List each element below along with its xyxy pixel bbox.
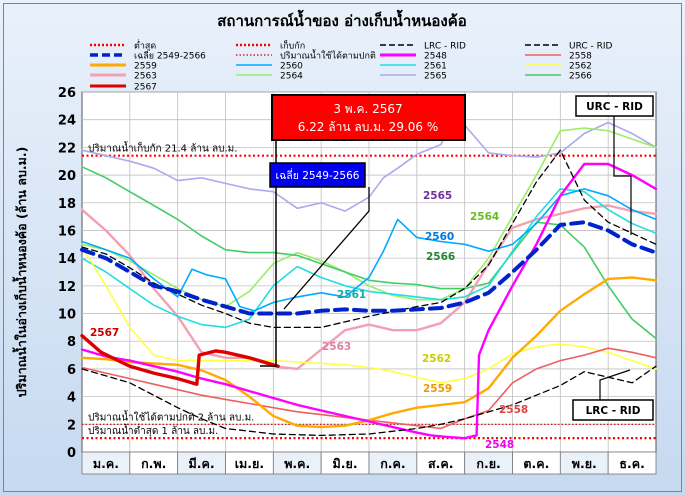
legend-label: ต่ำสุด [134, 39, 156, 52]
reference-lines: ปริมาณน้ำต่ำสุด 1 ล้าน ลบ.ม. ปริมาณน้ำเก็… [82, 141, 656, 440]
y-tick-label: 6 [67, 363, 76, 378]
annotations: 3 พ.ค. 2567 6.22 ล้าน ลบ.ม. 29.06 % เฉลี่ย… [90, 94, 654, 451]
x-tick-label: ก.ย. [476, 456, 500, 471]
series-line-2561 [81, 188, 657, 329]
x-tick-label: ก.พ. [141, 456, 166, 471]
series-line-2559 [80, 276, 658, 429]
series-line-2567 [80, 334, 280, 386]
x-tick-label: เม.ย. [235, 456, 264, 471]
y-tick-label: 14 [58, 252, 76, 267]
legend-label: 2566 [569, 72, 592, 82]
x-tick-label: ต.ค. [523, 456, 549, 471]
series-year-label: 2548 [485, 439, 514, 451]
y-tick-label: 24 [58, 114, 76, 129]
y-tick-label: 26 [58, 86, 76, 101]
series-year-label: 2566 [426, 251, 455, 263]
urc-box-label: URC - RID [586, 101, 643, 113]
legend-label: 2564 [280, 72, 303, 82]
urc-pointer [613, 116, 632, 235]
legend-label: 2559 [134, 62, 157, 72]
x-tick-label: ส.ค. [428, 456, 454, 471]
y-tick-label: 20 [58, 169, 76, 184]
series-line-2565 [81, 116, 657, 212]
legend-label: 2548 [424, 52, 447, 62]
lrc-box [572, 399, 654, 421]
series-line-2560 [81, 188, 657, 312]
series-line-2562 [81, 246, 657, 384]
x-tick-label: พ.ค. [284, 456, 310, 471]
series-line-2564 [81, 127, 657, 308]
lrc-pointer [599, 369, 631, 400]
series-line-เฉลี่ย2549-2566 [80, 220, 658, 316]
x-tick-label: มี.ค. [189, 456, 215, 471]
y-tick-label: 18 [58, 197, 76, 212]
series-year-label: 2564 [470, 211, 499, 223]
average-pointer [283, 187, 370, 310]
series-year-label: 2560 [425, 231, 454, 243]
x-tick-label: มิ.ย. [333, 456, 358, 471]
y-tick-label: 16 [58, 224, 76, 239]
y-tick-label: 10 [58, 308, 76, 323]
series-year-label: 2559 [423, 383, 452, 395]
x-tick-label: ก.ค. [380, 456, 405, 471]
legend-label: 2558 [569, 52, 592, 62]
legend-label: ปริมาณน้ำใช้ได้ตามปกติ [280, 49, 376, 62]
legend-label: เฉลี่ย 2549-2566 [134, 49, 206, 62]
series-year-label: 2563 [322, 341, 351, 353]
legend-label: 2561 [424, 62, 447, 72]
legend-label: URC - RID [569, 42, 613, 52]
legend-label: เก็บกัก [280, 39, 305, 52]
lrc-box-label: LRC - RID [586, 405, 641, 417]
x-tick-label: พ.ย. [572, 456, 597, 471]
reference-line-label: ปริมาณน้ำใช้ได้ตามปกติ 2 ล้าน ลบ.ม. [88, 409, 254, 423]
y-tick-label: 0 [67, 446, 76, 461]
series-year-label: 2561 [337, 289, 366, 301]
legend-label: 2562 [569, 62, 592, 72]
y-axis-label: ปริมาณน้ำในอ่างเก็บน้ำหนองค้อ (ล้าน ลบ.ม… [12, 147, 29, 398]
x-axis-ticks: ม.ค. ก.พ. มี.ค. เม.ย. พ.ค. มิ.ย. ก.ค. ส.ค. ก.ย. ต… [81, 451, 657, 475]
reference-line-label: ปริมาณน้ำเก็บกัก 21.4 ล้าน ลบ.ม. [88, 141, 237, 155]
series-line-LRC-RID [81, 365, 657, 437]
legend-label: LRC - RID [424, 42, 466, 52]
legend-label: 2563 [134, 72, 157, 82]
y-tick-label: 2 [67, 418, 76, 433]
average-box-label: เฉลี่ย 2549-2566 [276, 168, 360, 182]
current-value-label: 6.22 ล้าน ลบ.ม. 29.06 % [298, 120, 439, 134]
series-year-label: 2558 [499, 404, 528, 416]
legend-label: 2560 [280, 62, 303, 72]
y-tick-label: 12 [58, 280, 76, 295]
series-year-label: 2565 [423, 190, 452, 202]
reference-line-label: ปริมาณน้ำต่ำสุด 1 ล้าน ลบ.ม. [88, 423, 218, 437]
legend-label: 2567 [134, 83, 157, 93]
legend-label: 2565 [424, 72, 447, 82]
current-value-box [271, 94, 466, 141]
x-tick-cell [607, 451, 657, 475]
current-date-label: 3 พ.ค. 2567 [333, 102, 402, 116]
series-layer [80, 116, 658, 440]
y-tick-label: 22 [58, 141, 76, 156]
average-box [269, 162, 366, 188]
x-tick-label: ธ.ค. [619, 456, 645, 471]
y-tick-label: 8 [67, 335, 76, 350]
chart-title: สถานการณ์น้ำของ อ่างเก็บน้ำหนองค้อ [217, 9, 467, 30]
x-tick-label: ม.ค. [93, 456, 119, 471]
y-tick-label: 4 [67, 391, 76, 406]
legend: ต่ำสุด เก็บกัก LRC - RID URC - RID เฉลี่ย 25… [90, 39, 613, 93]
chart-frame [3, 3, 682, 492]
series-year-label: 2567 [90, 327, 119, 339]
current-value-pointer [260, 140, 277, 367]
series-year-label: 2562 [422, 353, 451, 365]
